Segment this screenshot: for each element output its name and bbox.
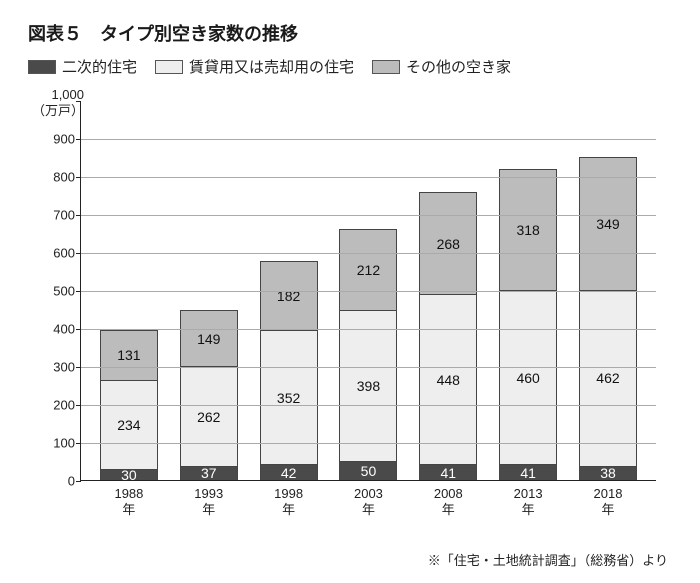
bar-segment-other: 318 <box>499 169 557 290</box>
bar-segment-secondary: 37 <box>180 466 238 480</box>
y-axis-unit: 1,000 （万戸） <box>32 87 84 118</box>
bar-segment-secondary: 41 <box>419 464 477 480</box>
bar-segment-rental_sale: 448 <box>419 294 477 464</box>
ytick-label: 800 <box>53 170 81 185</box>
bar-segment-rental_sale: 262 <box>180 366 238 466</box>
bar-segment-other: 131 <box>100 330 158 380</box>
ytick-label: 200 <box>53 398 81 413</box>
bar-segment-secondary: 30 <box>100 469 158 480</box>
bar-column: 268448412008年 <box>419 192 477 480</box>
x-axis-label: 1993年 <box>194 486 223 519</box>
x-axis-label: 1988年 <box>114 486 143 519</box>
gridline <box>81 367 656 368</box>
legend-swatch <box>155 60 183 74</box>
ytick-label: 100 <box>53 436 81 451</box>
chart-title: 図表５ タイプ別空き家数の推移 <box>28 20 672 46</box>
bar-segment-other: 212 <box>339 229 397 310</box>
bar-segment-other: 149 <box>180 310 238 367</box>
gridline <box>81 215 656 216</box>
bar-segment-secondary: 38 <box>579 466 637 480</box>
bar-column: 349462382018年 <box>579 157 637 480</box>
bar-segment-rental_sale: 460 <box>499 290 557 465</box>
ytick-label: 300 <box>53 360 81 375</box>
ytick-label: 900 <box>53 132 81 147</box>
x-axis-label: 2008年 <box>434 486 463 519</box>
ytick-label: 600 <box>53 246 81 261</box>
y-unit-sub: （万戸） <box>32 103 84 119</box>
bar-segment-secondary: 41 <box>499 464 557 480</box>
x-axis-label: 2003年 <box>354 486 383 519</box>
gridline <box>81 443 656 444</box>
gridline <box>81 177 656 178</box>
source-note: ※「住宅・土地統計調査」（総務省）より <box>428 550 668 569</box>
bar-column: 149262371993年 <box>180 310 238 480</box>
ytick-label: 400 <box>53 322 81 337</box>
plot: 131234301988年149262371993年182352421998年2… <box>80 101 656 481</box>
x-axis-label: 2013年 <box>514 486 543 519</box>
bar-column: 182352421998年 <box>260 261 318 480</box>
bar-segment-rental_sale: 462 <box>579 290 637 466</box>
legend-item: 賃貸用又は売却用の住宅 <box>155 56 354 77</box>
gridline <box>81 405 656 406</box>
legend-label: その他の空き家 <box>406 56 511 77</box>
bar-segment-secondary: 42 <box>260 464 318 480</box>
bar-segment-rental_sale: 398 <box>339 310 397 461</box>
ytick-label: 500 <box>53 284 81 299</box>
x-axis-label: 2018年 <box>594 486 623 519</box>
gridline <box>81 253 656 254</box>
ytick-label: 0 <box>68 474 81 489</box>
legend-swatch <box>28 60 56 74</box>
gridline <box>81 329 656 330</box>
gridline <box>81 139 656 140</box>
legend-item: その他の空き家 <box>372 56 511 77</box>
legend-item: 二次的住宅 <box>28 56 137 77</box>
legend-label: 二次的住宅 <box>62 56 137 77</box>
legend-label: 賃貸用又は売却用の住宅 <box>189 56 354 77</box>
legend-swatch <box>372 60 400 74</box>
chart-area: 1,000 （万戸） 131234301988年149262371993年182… <box>32 85 672 515</box>
gridline <box>81 291 656 292</box>
bar-segment-other: 182 <box>260 261 318 330</box>
bar-segment-other: 268 <box>419 192 477 294</box>
bar-segment-rental_sale: 234 <box>100 380 158 469</box>
legend: 二次的住宅 賃貸用又は売却用の住宅 その他の空き家 <box>28 56 672 77</box>
ytick-label: 700 <box>53 208 81 223</box>
ytick-mark <box>76 101 81 102</box>
x-axis-label: 1998年 <box>274 486 303 519</box>
bar-segment-secondary: 50 <box>339 461 397 480</box>
